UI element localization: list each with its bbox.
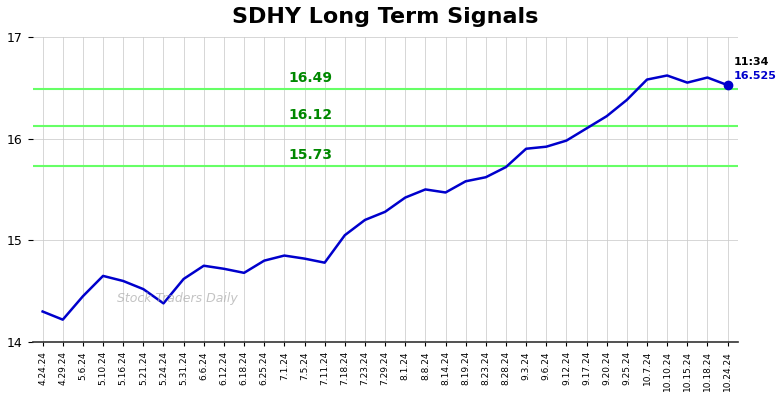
Text: 15.73: 15.73 bbox=[289, 148, 332, 162]
Text: Stock Traders Daily: Stock Traders Daily bbox=[117, 293, 238, 305]
Text: 16.12: 16.12 bbox=[289, 108, 332, 122]
Title: SDHY Long Term Signals: SDHY Long Term Signals bbox=[232, 7, 539, 27]
Text: 16.525: 16.525 bbox=[734, 71, 776, 81]
Text: 16.49: 16.49 bbox=[289, 71, 332, 85]
Text: 11:34: 11:34 bbox=[734, 57, 769, 67]
